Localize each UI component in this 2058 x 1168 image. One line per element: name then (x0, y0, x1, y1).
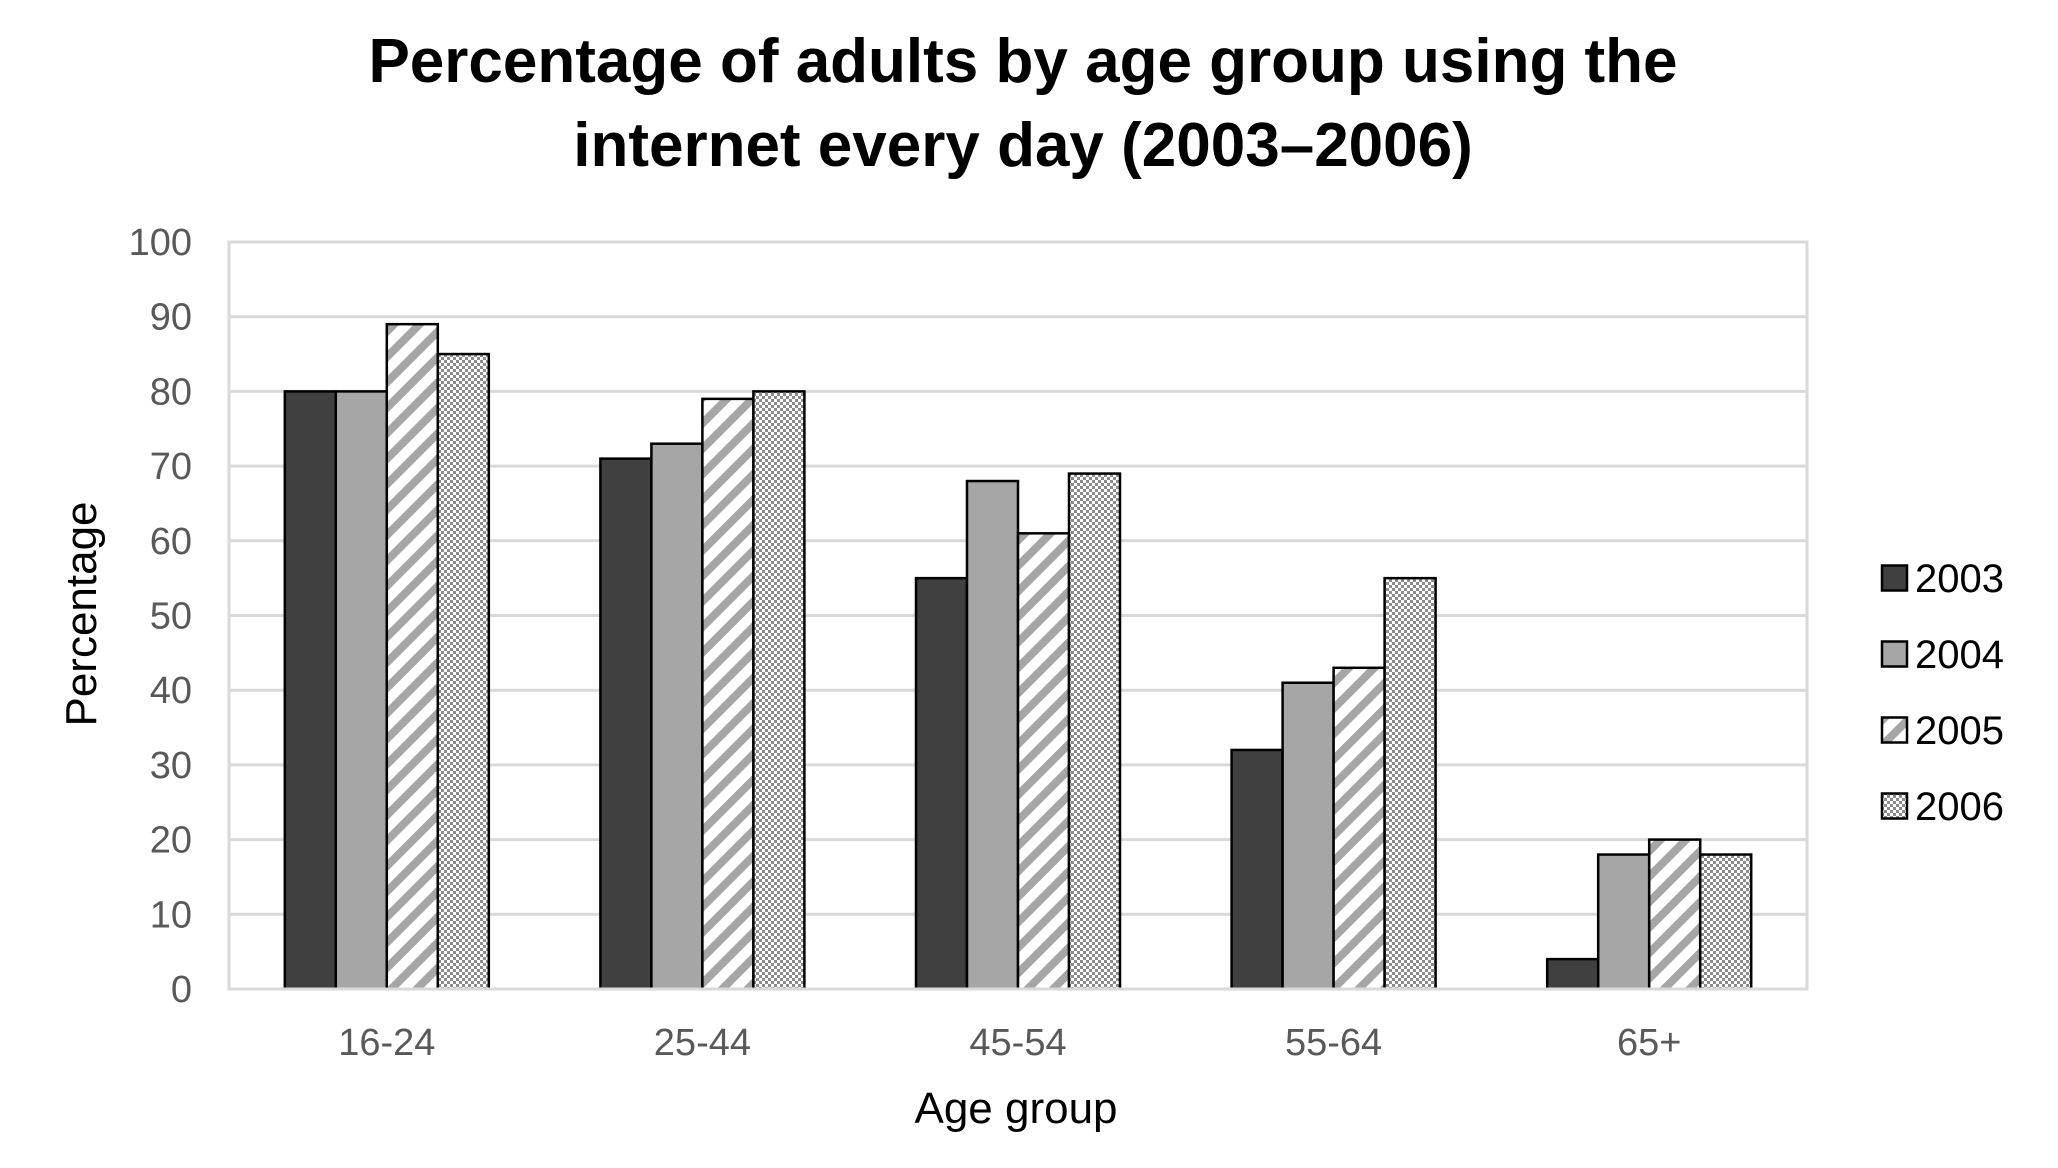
plot-area-border (227, 240, 1809, 991)
x-tick-label-16-24: 16-24 (338, 1022, 435, 1064)
chart-title-line-1: Percentage of adults by age group using … (368, 27, 1677, 96)
legend-swatch-2006 (1880, 792, 1909, 820)
bar-2005-25-44 (701, 397, 755, 991)
x-tick-label-25-44: 25-44 (654, 1022, 751, 1064)
bar-2004-45-54 (965, 479, 1020, 991)
bar-2006-16-24 (436, 352, 491, 991)
x-tick-label-65+: 65+ (1617, 1022, 1681, 1064)
legend-swatch-2004 (1880, 640, 1909, 668)
y-tick-label-80: 80 (150, 371, 192, 413)
y-tick-label-90: 90 (150, 297, 192, 339)
bar-2003-55-64 (1230, 748, 1284, 991)
y-tick-label-10: 10 (150, 894, 192, 936)
legend-label-2004: 2004 (1915, 633, 2004, 677)
y-axis-label: Percentage (57, 501, 106, 726)
y-tick-label-20: 20 (150, 820, 192, 862)
bar-2006-55-64 (1383, 576, 1437, 991)
bar-2005-16-24 (385, 322, 440, 991)
bars (283, 322, 1753, 991)
bar-2005-55-64 (1332, 666, 1386, 991)
legend-label-2006: 2006 (1915, 785, 2004, 829)
legend-swatch-2003 (1880, 564, 1909, 592)
x-tick-label-45-54: 45-54 (969, 1022, 1066, 1064)
bar-2006-45-54 (1067, 472, 1122, 991)
bar-2006-25-44 (752, 390, 806, 991)
y-tick-label-60: 60 (150, 521, 192, 563)
x-axis-ticks: 16-24 25-44 45-54 55-64 65+ (338, 1022, 1681, 1064)
y-tick-label-30: 30 (150, 745, 192, 787)
bar-2004-65+ (1596, 853, 1651, 991)
bar-2004-25-44 (650, 442, 704, 991)
x-tick-label-55-64: 55-64 (1285, 1022, 1382, 1064)
legend-swatch-2005 (1880, 716, 1909, 744)
y-tick-label-40: 40 (150, 670, 192, 712)
legend-label-2005: 2005 (1915, 709, 2004, 753)
bar-2005-65+ (1647, 838, 1702, 991)
bar-2003-25-44 (599, 457, 653, 991)
y-tick-label-70: 70 (150, 446, 192, 488)
bar-2004-16-24 (334, 390, 389, 991)
chart-title-line-2: internet every day (2003–2006) (573, 111, 1473, 180)
bar-2003-16-24 (283, 390, 338, 991)
bar-2005-45-54 (1016, 532, 1071, 991)
y-axis-ticks: 0 10 20 30 40 50 60 70 80 90 100 (129, 222, 192, 1011)
bar-2003-65+ (1545, 957, 1600, 991)
y-tick-label-0: 0 (171, 969, 192, 1011)
y-tick-label-100: 100 (129, 222, 192, 264)
bar-2003-45-54 (914, 576, 969, 991)
bar-2006-65+ (1698, 853, 1753, 991)
bar-2004-55-64 (1281, 681, 1335, 991)
y-tick-label-50: 50 (150, 596, 192, 638)
legend-label-2003: 2003 (1915, 557, 2004, 601)
chart-title: Percentage of adults by age group using … (368, 27, 1677, 180)
legend: 2003 2004 2005 2006 (1880, 557, 2004, 829)
x-axis-label: Age group (914, 1084, 1117, 1133)
